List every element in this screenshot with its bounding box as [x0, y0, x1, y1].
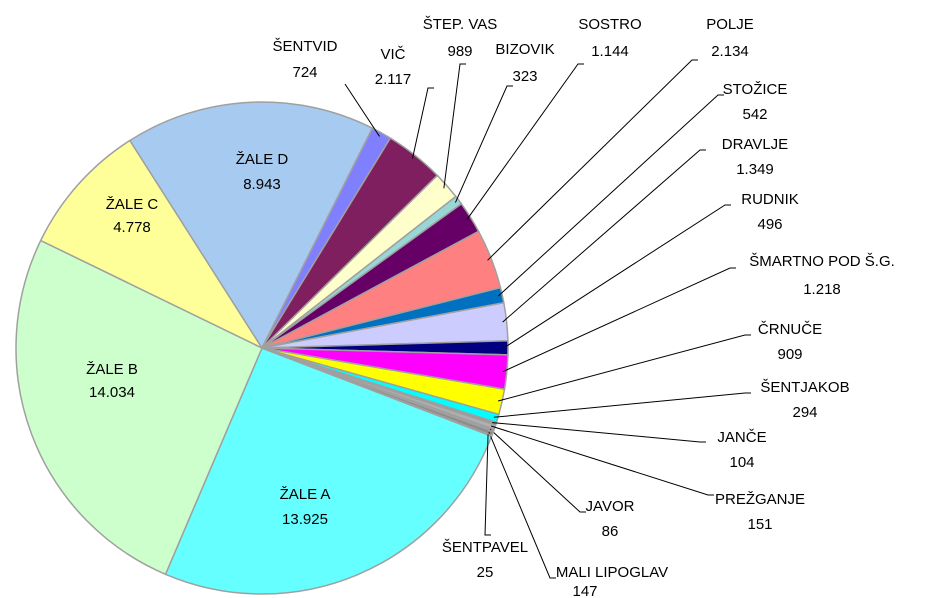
- pie-slice: [39, 139, 265, 350]
- leader-line: [502, 149, 706, 323]
- slice-label: PREŽGANJE: [715, 491, 805, 508]
- value-label: 294: [792, 404, 817, 421]
- slice-label: ŠENTJAKOB: [760, 379, 849, 396]
- leader-line: [443, 63, 466, 189]
- slice-label: VIČ: [380, 46, 405, 63]
- pie-slice: [164, 347, 493, 595]
- slice-label: ŠTEP. VAS: [423, 16, 497, 33]
- value-label: 4.778: [113, 219, 151, 236]
- value-label: 323: [512, 68, 537, 85]
- leader-line: [466, 63, 584, 220]
- value-label: 104: [729, 454, 754, 471]
- leader-line: [484, 434, 491, 536]
- leader-line: [497, 334, 751, 402]
- value-label: 25: [477, 564, 494, 581]
- slice-label: MALI LIPOGLAV: [556, 564, 668, 581]
- slice-label: BIZOVIK: [495, 41, 554, 58]
- value-label: 147: [572, 583, 597, 598]
- value-label: 151: [747, 516, 772, 533]
- value-label: 1.349: [736, 161, 774, 178]
- value-label: 14.034: [89, 384, 135, 401]
- slice-label: STOŽICE: [723, 81, 788, 98]
- leader-line: [490, 425, 714, 496]
- leader-line: [454, 85, 513, 203]
- leader-line: [493, 392, 751, 418]
- value-label: 1.218: [803, 281, 841, 298]
- value-label: 2.134: [711, 43, 749, 60]
- leader-line: [502, 267, 736, 373]
- slice-label: ŽALE B: [86, 361, 138, 378]
- value-label: 542: [742, 106, 767, 123]
- value-label: 13.925: [282, 511, 328, 528]
- value-label: 909: [777, 346, 802, 363]
- value-label: 1.144: [591, 43, 629, 60]
- slice-label: JANČE: [717, 429, 766, 446]
- slice-label: ŠENTVID: [272, 38, 337, 55]
- slice-label: DRAVLJE: [722, 136, 788, 153]
- slice-label: POLJE: [706, 16, 754, 33]
- slice-label: RUDNIK: [741, 191, 799, 208]
- slice-label: ŽALE A: [280, 486, 331, 503]
- leader-line: [488, 431, 556, 579]
- slice-label: JAVOR: [586, 498, 635, 515]
- leader-line: [487, 59, 698, 261]
- slice-label: ŽALE C: [106, 196, 159, 213]
- slice-label: SOSTRO: [578, 16, 641, 33]
- leader-line: [498, 94, 724, 297]
- slice-label: ŽALE D: [236, 151, 289, 168]
- leader-line: [411, 87, 434, 159]
- slice-label: ŠMARTNO POD Š.G.: [749, 253, 895, 270]
- value-label: 989: [447, 43, 472, 60]
- pie-slice: [261, 347, 493, 438]
- value-label: 86: [602, 523, 619, 540]
- pie-slice: [128, 101, 374, 350]
- leader-line: [344, 83, 380, 137]
- value-label: 724: [292, 64, 317, 81]
- value-label: 2.117: [375, 71, 411, 88]
- value-label: 8.943: [243, 176, 281, 193]
- slice-label: ČRNUČE: [758, 321, 822, 338]
- leader-line: [492, 422, 706, 443]
- value-label: 496: [757, 216, 782, 233]
- pie-slice: [15, 239, 263, 576]
- leader-line: [503, 204, 731, 349]
- leader-line: [489, 428, 586, 513]
- slice-label: ŠENTPAVEL: [442, 539, 528, 556]
